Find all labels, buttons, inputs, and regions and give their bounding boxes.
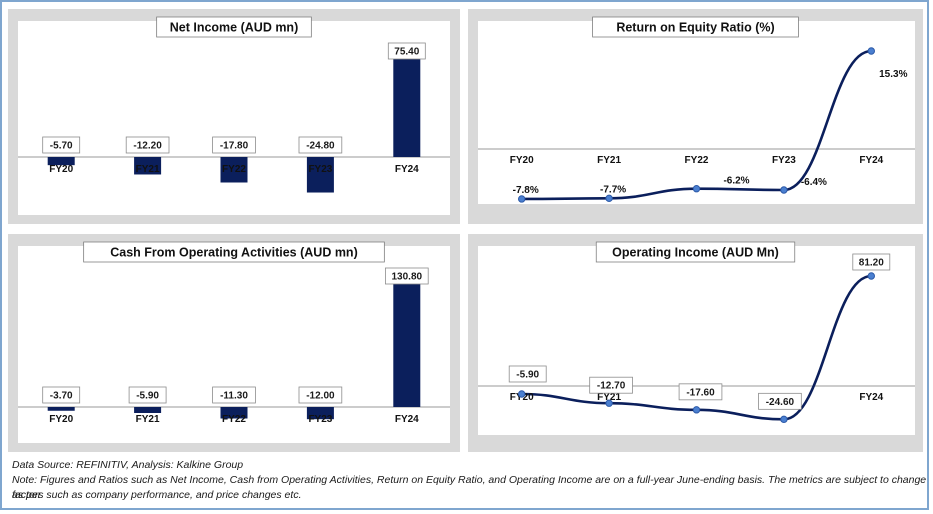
- svg-text:-24.80: -24.80: [306, 141, 335, 152]
- tick-label-fy23: FY23: [308, 164, 332, 175]
- data-label-fy24: 15.3%: [879, 69, 907, 80]
- tick-label-fy24: FY24: [859, 392, 883, 403]
- tick-label-fy24: FY24: [859, 155, 883, 166]
- data-label-fy23: -24.80: [298, 136, 343, 154]
- data-label-fy24: 81.20: [852, 253, 891, 271]
- plot-area: [478, 246, 915, 435]
- point-fy20: [518, 195, 526, 203]
- svg-text:-12.00: -12.00: [306, 391, 335, 402]
- svg-text:-12.20: -12.20: [133, 141, 162, 152]
- note-line-1: Note: Figures and Ratios such as Net Inc…: [12, 474, 927, 501]
- point-fy24: [867, 47, 875, 55]
- svg-text:75.40: 75.40: [394, 47, 419, 58]
- data-label-fy21: -5.90: [128, 386, 167, 404]
- data-label-fy21: -12.70: [589, 376, 633, 394]
- tick-label-fy20: FY20: [49, 414, 73, 425]
- cash-ops-panel: Cash From Operating Activities (AUD mn) F…: [8, 234, 460, 452]
- bar-fy20: [47, 157, 75, 166]
- svg-text:-3.70: -3.70: [50, 391, 73, 402]
- operating-income-chart: Operating Income (AUD Mn)FY20FY21FY22FY2…: [478, 241, 915, 435]
- svg-text:Operating Income (AUD Mn): Operating Income (AUD Mn): [612, 246, 779, 260]
- tick-label-fy20: FY20: [510, 155, 534, 166]
- data-label-fy22: -17.80: [212, 136, 256, 154]
- svg-text:-17.80: -17.80: [220, 141, 249, 152]
- data-label-fy20: -3.70: [42, 386, 81, 404]
- data-label-fy21: -7.7%: [600, 184, 626, 195]
- svg-text:-5.70: -5.70: [50, 141, 73, 152]
- roe-panel: Return on Equity Ratio (%) FY20 FY21 FY22 FY…: [468, 9, 923, 224]
- svg-text:-11.30: -11.30: [220, 391, 248, 402]
- note-line-2: factors such as company performance, and…: [12, 489, 302, 501]
- chart-title: Operating Income (AUD Mn): [595, 241, 796, 263]
- data-label-fy24: 75.40: [387, 42, 426, 60]
- bar-fy24: [393, 274, 421, 407]
- data-label-fy24: 130.80: [384, 267, 429, 285]
- data-label-fy23: -24.60: [758, 392, 802, 410]
- point-fy20: [518, 390, 526, 398]
- svg-text:-17.60: -17.60: [686, 387, 715, 398]
- data-label-fy22: -17.60: [678, 383, 723, 401]
- svg-text:-12.70: -12.70: [597, 381, 626, 392]
- tick-label-fy21: FY21: [597, 392, 621, 403]
- data-label-fy23: -12.00: [298, 386, 343, 404]
- data-label-fy22: -11.30: [212, 386, 256, 404]
- bar-fy23: [306, 407, 334, 420]
- bar-fy21: [134, 157, 162, 175]
- data-label-fy21: -12.20: [125, 136, 170, 154]
- cash-ops-chart: Cash From Operating Activities (AUD mn) F…: [18, 241, 450, 443]
- point-fy22: [692, 185, 701, 193]
- tick-label-fy20: FY20: [49, 164, 73, 175]
- chart-title: Return on Equity Ratio (%): [592, 16, 799, 38]
- series-line: [521, 274, 872, 421]
- bar-fy24: [393, 49, 421, 157]
- point-fy21: [605, 399, 613, 407]
- point-fy23: [780, 415, 788, 424]
- bar-fy23: [306, 157, 334, 193]
- svg-text:130.80: 130.80: [392, 272, 423, 283]
- data-label-fy23: -6.4%: [801, 177, 827, 188]
- plot-area: [478, 21, 915, 204]
- data-label-fy20: -7.8%: [513, 185, 539, 196]
- tick-label-fy21: FY21: [136, 164, 160, 175]
- chart-title: Net Income (AUD mn): [156, 16, 312, 38]
- operating-income-panel: Operating Income (AUD Mn)FY20FY21FY22FY2…: [468, 234, 923, 452]
- point-fy21: [605, 194, 613, 203]
- svg-text:Return on Equity Ratio (%): Return on Equity Ratio (%): [616, 21, 774, 35]
- net-income-panel: Net Income (AUD mn) FY20 -5.70 FY21 -12.20 FY…: [8, 9, 460, 224]
- tick-label-fy23: FY23: [772, 155, 796, 166]
- svg-text:-5.90: -5.90: [516, 369, 539, 380]
- svg-text:-5.90: -5.90: [136, 391, 159, 402]
- bar-fy22: [220, 407, 248, 419]
- point-fy23: [780, 186, 788, 194]
- data-label-fy20: -5.90: [508, 365, 547, 383]
- roe-chart: Return on Equity Ratio (%) FY20 FY21 FY22 FY…: [478, 16, 915, 204]
- bar-fy20: [47, 407, 75, 411]
- svg-text:-24.60: -24.60: [766, 397, 795, 408]
- tick-label-fy24: FY24: [395, 414, 419, 425]
- data-label-fy22: -6.2%: [723, 176, 749, 187]
- tick-label-fy21: FY21: [136, 414, 160, 425]
- data-source: Data Source: REFINITIV, Analysis: Kalkin…: [12, 459, 244, 471]
- chart-title: Cash From Operating Activities (AUD mn): [83, 241, 385, 263]
- data-label-fy20: -5.70: [42, 136, 81, 154]
- bar-fy21: [134, 407, 162, 413]
- tick-label-fy23: FY23: [308, 414, 332, 425]
- svg-text:81.20: 81.20: [859, 258, 884, 269]
- series-line: [521, 49, 872, 201]
- plot-area: [18, 21, 450, 215]
- bar-fy22: [220, 157, 248, 183]
- tick-label-fy22: FY22: [685, 155, 709, 166]
- tick-label-fy22: FY22: [222, 414, 246, 425]
- tick-label-fy21: FY21: [597, 155, 621, 166]
- tick-label-fy24: FY24: [395, 164, 419, 175]
- point-fy24: [867, 272, 875, 280]
- tick-label-fy22: FY22: [222, 164, 246, 175]
- point-fy22: [692, 406, 701, 414]
- svg-text:Net Income (AUD mn): Net Income (AUD mn): [170, 21, 298, 35]
- svg-text:Cash From Operating Activities: Cash From Operating Activities (AUD mn): [110, 246, 358, 260]
- net-income-chart: Net Income (AUD mn) FY20 -5.70 FY21 -12.20 FY…: [18, 16, 450, 215]
